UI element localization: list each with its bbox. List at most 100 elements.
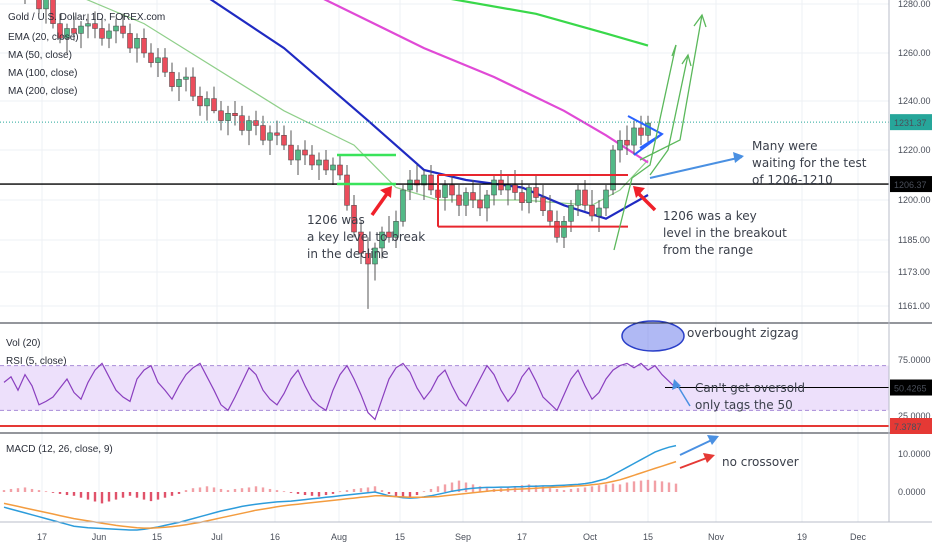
candle-body: [211, 98, 217, 112]
candle-body: [71, 28, 77, 34]
candle: [169, 62, 175, 92]
candle-body: [547, 210, 553, 222]
macd-label: MACD (12, 26, close, 9): [6, 444, 113, 455]
candle: [274, 120, 280, 146]
candle-body: [596, 207, 602, 217]
candle: [617, 130, 623, 163]
macd-histogram-bar: [450, 482, 454, 492]
candle-body: [169, 71, 175, 87]
candle-body: [232, 113, 238, 116]
macd-histogram-bar: [597, 485, 601, 492]
macd-histogram-bar: [324, 492, 328, 496]
candle-body: [351, 205, 357, 233]
candle: [239, 105, 245, 136]
candle-body: [645, 122, 651, 136]
candle-body: [449, 184, 455, 196]
candle-body: [246, 120, 252, 131]
time-tick-label: Nov: [708, 532, 725, 542]
blue-arrow-test: [649, 156, 743, 179]
candle-body: [92, 23, 98, 29]
candle: [218, 101, 224, 131]
candle-body: [498, 179, 504, 191]
time-tick-label: 19: [797, 532, 807, 542]
red-arrow-decline: [370, 189, 391, 217]
macd-histogram-bar: [478, 486, 482, 492]
macd-histogram-bar: [30, 488, 34, 492]
rsi-label: RSI (5, close): [6, 356, 67, 367]
candle: [358, 221, 364, 264]
macd-histogram-bar: [79, 492, 83, 498]
candle-body: [554, 221, 560, 238]
macd-histogram-bar: [107, 492, 111, 502]
candle-body: [533, 187, 539, 198]
macd-histogram-bar: [380, 490, 384, 492]
macd-histogram-bar: [569, 488, 573, 492]
legend-ma100: MA (100, close): [8, 68, 77, 79]
candle: [113, 18, 119, 44]
macd-histogram-bar: [548, 488, 552, 492]
ma-line-ma100: [323, 0, 649, 164]
candle-body: [36, 0, 42, 10]
price-tick-label: 1161.00: [898, 301, 930, 311]
price-drawings: [0, 13, 889, 251]
macd-histogram-bar: [275, 490, 279, 492]
candle: [260, 115, 266, 146]
macd-histogram-bar: [100, 492, 104, 504]
candle-body: [190, 76, 196, 97]
candle-body: [491, 179, 497, 196]
macd-histogram-bar: [667, 482, 671, 492]
annotation-crossover: no crossover: [722, 455, 799, 469]
candle: [638, 115, 644, 146]
candle-body: [113, 25, 119, 32]
candle-body: [365, 253, 371, 265]
candle-body: [316, 159, 322, 166]
macd-histogram-bar: [114, 492, 118, 500]
macd-histogram-bar: [93, 492, 97, 502]
last-price-label: 1231.37: [894, 118, 927, 128]
candle-body: [337, 164, 343, 176]
macd-histogram-bar: [177, 492, 181, 494]
candle-body: [155, 57, 161, 63]
macd-histogram-bar: [261, 487, 265, 492]
candle-body: [148, 52, 154, 63]
macd-histogram-bar: [653, 480, 657, 492]
volume-marker-label: 7.3787: [894, 422, 922, 432]
price-label-bg: [890, 114, 932, 131]
macd-histogram-bar: [170, 492, 174, 496]
candle-body: [99, 28, 105, 39]
macd-histogram-bar: [485, 488, 489, 492]
candle: [449, 175, 455, 203]
annotation-decline: 1206 was a key level to break in the dec…: [307, 213, 429, 261]
time-tick-label: Jun: [92, 532, 107, 542]
projection-arrowhead-upper: [671, 44, 677, 57]
macd-histogram-bar: [366, 487, 370, 492]
candle: [302, 140, 308, 165]
chart-legend: Gold / U.S. Dollar, 1D, FOREX.com EMA (2…: [6, 12, 165, 455]
blue-arrowhead-test: [733, 152, 744, 163]
candle: [526, 185, 532, 214]
candle-body: [400, 189, 406, 222]
macd-histogram-bar: [352, 488, 356, 492]
candle: [141, 28, 147, 58]
candle: [267, 125, 273, 155]
annotation-zigzag: overbought zigzag: [687, 326, 799, 340]
candle-body: [295, 149, 301, 161]
candle: [253, 110, 259, 136]
candle: [540, 185, 546, 216]
macd-histogram-bar: [436, 486, 440, 492]
macd-histogram-bar: [457, 480, 461, 492]
macd-histogram-bar: [541, 486, 545, 492]
candle-body: [407, 179, 413, 191]
macd-histogram-bar: [184, 490, 188, 492]
macd-histogram-bar: [387, 492, 391, 494]
candle-body: [330, 164, 336, 171]
candle: [71, 16, 77, 41]
macd-histogram-bar: [205, 486, 209, 492]
candle-body: [225, 113, 231, 121]
candle: [393, 210, 399, 248]
macd-histogram-bar: [212, 487, 216, 492]
time-tick-label: 15: [152, 532, 162, 542]
time-tick-label: 15: [643, 532, 653, 542]
macd-histogram-bar: [632, 481, 636, 492]
